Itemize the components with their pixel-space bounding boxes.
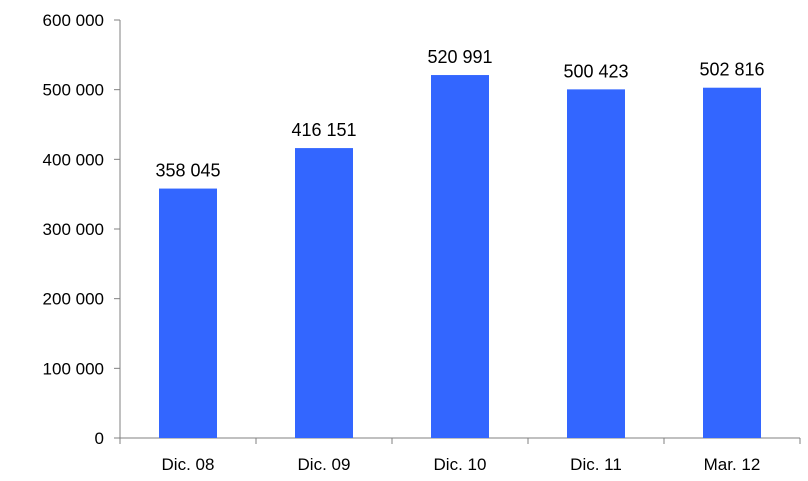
y-tick-label: 100 000 [43, 359, 104, 378]
y-tick-label: 300 000 [43, 220, 104, 239]
x-tick-label: Dic. 09 [298, 455, 351, 474]
bars [159, 75, 761, 438]
x-tick-label: Dic. 08 [162, 455, 215, 474]
y-tick-label: 0 [95, 429, 104, 448]
bar-value-label: 502 816 [699, 60, 764, 80]
bar-value-label: 358 045 [155, 161, 220, 181]
x-tick-label: Mar. 12 [704, 455, 761, 474]
axes: 0 100 000 200 000 300 000 400 000 500 000 600 … [43, 11, 801, 448]
bar [159, 188, 217, 438]
bar [431, 75, 489, 438]
data-labels: 358 045 Dic. 08 416 151 Dic. 09 520 991 Dic. … [155, 47, 764, 474]
bar [567, 89, 625, 438]
y-tick-label: 600 000 [43, 11, 104, 30]
y-tick-label: 400 000 [43, 150, 104, 169]
y-tick-label: 500 000 [43, 81, 104, 100]
x-tick-label: Dic. 10 [434, 455, 487, 474]
bar [703, 87, 761, 438]
bar [295, 148, 353, 438]
bar-value-label: 500 423 [563, 61, 628, 81]
y-tick-label: 200 000 [43, 290, 104, 309]
bar-value-label: 416 151 [291, 120, 356, 140]
x-tick-label: Dic. 11 [570, 455, 622, 474]
bar-value-label: 520 991 [427, 47, 492, 67]
